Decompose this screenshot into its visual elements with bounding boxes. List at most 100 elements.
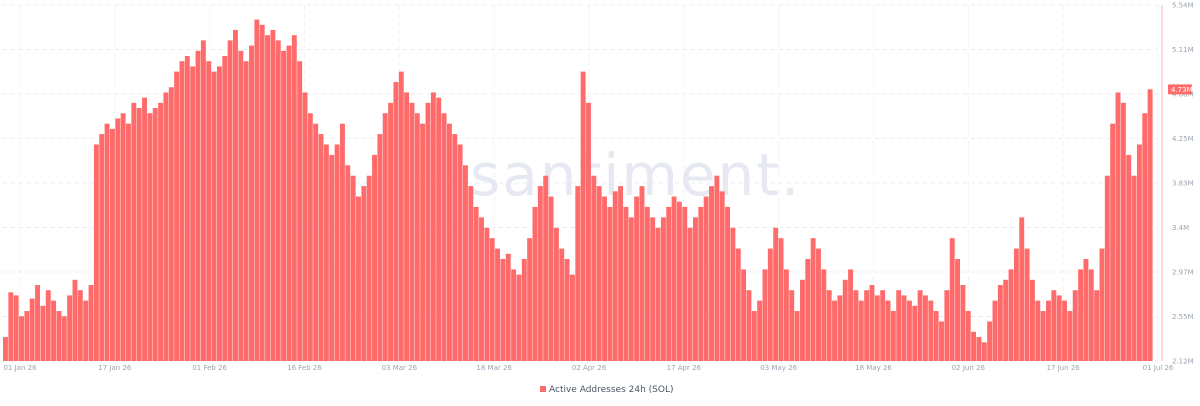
bar[interactable] — [794, 311, 800, 361]
bar[interactable] — [575, 186, 581, 361]
bar[interactable] — [1136, 144, 1142, 361]
bar[interactable] — [623, 206, 629, 361]
bar[interactable] — [13, 295, 19, 361]
bar[interactable] — [286, 45, 292, 361]
bar[interactable] — [265, 35, 271, 361]
bar[interactable] — [644, 206, 650, 361]
bar[interactable] — [281, 50, 287, 362]
bar[interactable] — [971, 331, 977, 361]
bar[interactable] — [596, 186, 602, 361]
bar[interactable] — [104, 123, 110, 361]
bar[interactable] — [489, 238, 495, 361]
bar[interactable] — [1029, 279, 1035, 361]
bar[interactable] — [1008, 269, 1014, 361]
bar[interactable] — [142, 97, 147, 361]
bar[interactable] — [901, 295, 907, 361]
bar[interactable] — [1062, 300, 1067, 361]
bar[interactable] — [783, 269, 789, 361]
bar[interactable] — [1067, 311, 1073, 361]
bar[interactable] — [61, 316, 67, 361]
bar[interactable] — [537, 186, 543, 361]
bar[interactable] — [184, 56, 190, 361]
bar[interactable] — [564, 258, 570, 361]
bar[interactable] — [436, 97, 442, 361]
bar[interactable] — [543, 175, 549, 361]
bar[interactable] — [709, 186, 714, 361]
bar[interactable] — [741, 269, 747, 361]
bar[interactable] — [372, 154, 377, 361]
bar[interactable] — [56, 311, 62, 361]
bar[interactable] — [885, 300, 891, 361]
bar[interactable] — [206, 61, 212, 362]
bar[interactable] — [960, 285, 966, 361]
bar[interactable] — [746, 290, 752, 361]
bar[interactable] — [83, 300, 89, 361]
bar[interactable] — [297, 61, 303, 362]
bar[interactable] — [1083, 258, 1089, 361]
bar[interactable] — [527, 238, 533, 361]
bar[interactable] — [1147, 89, 1153, 361]
bar[interactable] — [591, 175, 597, 361]
bar[interactable] — [473, 206, 479, 361]
bar[interactable] — [254, 19, 260, 361]
bar[interactable] — [1040, 311, 1046, 361]
bar[interactable] — [810, 238, 816, 361]
bar[interactable] — [923, 295, 928, 361]
bar[interactable] — [77, 290, 83, 361]
bar[interactable] — [1051, 290, 1057, 361]
bar[interactable] — [628, 217, 634, 361]
bar[interactable] — [559, 248, 565, 361]
bar[interactable] — [762, 269, 768, 361]
bar[interactable] — [307, 113, 313, 361]
bar[interactable] — [200, 40, 206, 361]
bar[interactable] — [93, 144, 99, 361]
bar[interactable] — [334, 144, 340, 361]
bar[interactable] — [757, 300, 763, 361]
bar[interactable] — [618, 186, 624, 361]
bar[interactable] — [725, 206, 731, 361]
bar[interactable] — [72, 279, 78, 361]
bar[interactable] — [730, 227, 736, 361]
bar[interactable] — [976, 337, 982, 361]
bar[interactable] — [602, 196, 607, 361]
bar[interactable] — [120, 113, 126, 361]
bar[interactable] — [944, 290, 950, 361]
bar[interactable] — [163, 92, 169, 361]
bar[interactable] — [425, 102, 431, 361]
bar[interactable] — [896, 290, 902, 361]
bar[interactable] — [313, 123, 319, 361]
bar[interactable] — [40, 305, 46, 361]
bar[interactable] — [816, 248, 821, 361]
bar[interactable] — [67, 295, 73, 361]
bar[interactable] — [1024, 248, 1030, 361]
bar[interactable] — [446, 123, 452, 361]
bar[interactable] — [735, 248, 741, 361]
bar[interactable] — [548, 196, 554, 361]
bar[interactable] — [569, 274, 575, 361]
bar[interactable] — [634, 196, 640, 361]
bar[interactable] — [19, 316, 24, 361]
bar[interactable] — [366, 175, 372, 361]
bar[interactable] — [1088, 269, 1094, 361]
bar[interactable] — [639, 186, 645, 361]
bar[interactable] — [126, 123, 131, 361]
bar[interactable] — [211, 71, 217, 362]
bar[interactable] — [179, 61, 185, 362]
bar[interactable] — [767, 248, 773, 361]
bar[interactable] — [168, 87, 174, 361]
bar[interactable] — [842, 279, 848, 361]
bar[interactable] — [516, 274, 522, 361]
bar[interactable] — [853, 290, 859, 361]
bar[interactable] — [666, 206, 672, 361]
bar[interactable] — [676, 201, 682, 361]
bar[interactable] — [987, 321, 993, 361]
bar[interactable] — [24, 311, 30, 361]
bar[interactable] — [789, 290, 795, 361]
bar[interactable] — [452, 134, 458, 361]
bar[interactable] — [136, 108, 142, 361]
bar[interactable] — [906, 300, 912, 361]
bar[interactable] — [500, 258, 506, 361]
bar[interactable] — [388, 102, 394, 361]
bar[interactable] — [345, 165, 351, 361]
bar[interactable] — [350, 175, 356, 361]
